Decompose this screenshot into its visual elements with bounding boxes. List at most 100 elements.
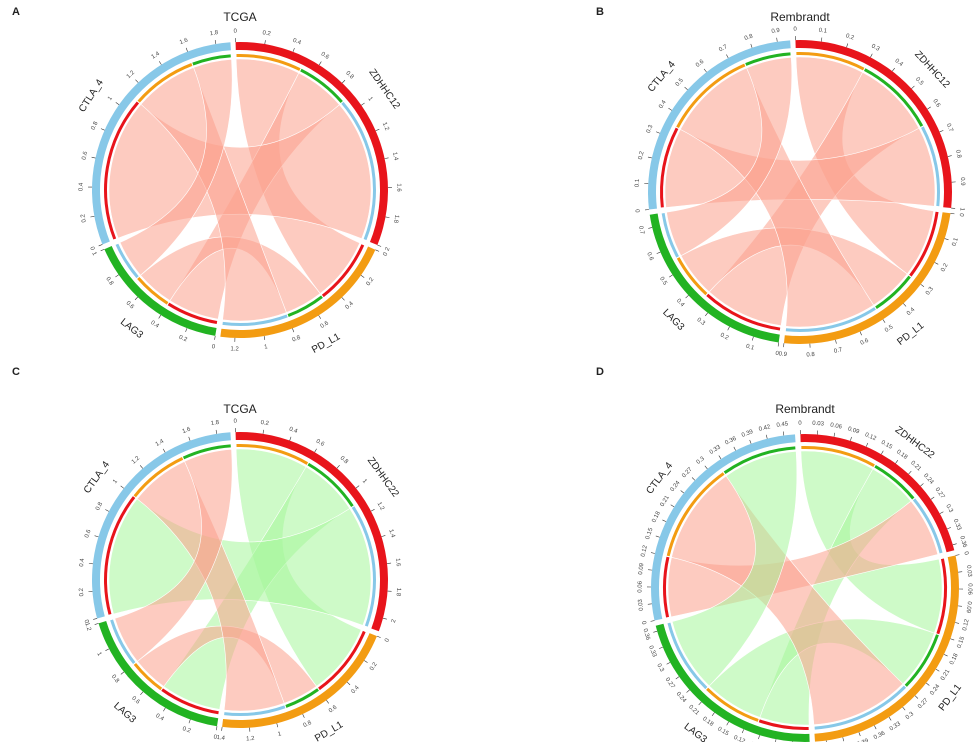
tick-label: 1.8	[210, 30, 220, 37]
ribbon	[664, 127, 936, 208]
tick-mark	[903, 303, 907, 307]
tick-label: 0.4	[675, 298, 686, 309]
tick-label: 0.8	[110, 674, 120, 685]
tick-mark	[185, 328, 188, 333]
tick-mark	[668, 107, 672, 111]
sector-label: PD_L1	[313, 719, 345, 742]
tick-label: 0.2	[262, 30, 272, 37]
tick-label: 1.4	[216, 735, 226, 742]
tick-label: 0.06	[638, 580, 644, 592]
tick-label: 0.33	[889, 721, 903, 733]
tick-mark	[158, 61, 162, 65]
sector-arc	[104, 246, 217, 336]
link-track	[706, 293, 781, 331]
sector-arc	[800, 434, 955, 553]
link-track	[661, 213, 679, 258]
tick-label: 1.8	[395, 587, 402, 596]
link-track	[351, 506, 377, 627]
tick-label: 0.21	[940, 668, 952, 682]
link-track	[307, 462, 354, 508]
tick-mark	[835, 339, 837, 344]
tick-mark	[94, 535, 99, 538]
link-track	[706, 687, 759, 722]
tick-mark	[882, 319, 886, 323]
tick-mark	[292, 47, 295, 52]
tick-mark	[842, 737, 845, 742]
tick-mark	[215, 429, 218, 434]
tick-label: 0.1	[745, 344, 755, 352]
tick-mark	[947, 155, 952, 157]
tick-mark	[647, 156, 652, 159]
link-track	[745, 52, 791, 66]
link-track	[287, 295, 323, 317]
tick-mark	[955, 622, 960, 624]
tick-label: 0.6	[125, 300, 136, 311]
tick-label: 0.2	[940, 262, 949, 273]
tick-mark	[381, 535, 386, 537]
tick-label: 0.33	[647, 645, 657, 659]
tick-label: 0.8	[303, 720, 314, 729]
tick-label: 0.8	[744, 33, 754, 42]
tick-mark	[751, 336, 754, 341]
tick-label: 1.8	[210, 420, 220, 427]
sector-label: PD_L1	[895, 320, 926, 348]
tick-label: 1.6	[394, 558, 401, 568]
tick-mark	[782, 431, 785, 436]
tick-mark	[658, 646, 663, 649]
tick-mark	[777, 342, 779, 347]
tick-mark	[870, 53, 873, 58]
tick-mark	[361, 102, 365, 106]
tick-label: 0.18	[701, 716, 715, 728]
tick-label: 0	[793, 27, 797, 33]
tick-label: 1.6	[395, 183, 401, 192]
tick-mark	[264, 40, 266, 45]
tick-mark	[342, 79, 346, 84]
tick-mark	[216, 726, 218, 731]
sector-label: CTLA_4	[77, 77, 106, 114]
tick-label: 0.4	[149, 320, 160, 330]
panel-letter: C	[12, 366, 20, 378]
tick-mark	[375, 128, 380, 132]
tick-mark	[318, 61, 322, 66]
tick-label: 1.2	[376, 501, 385, 512]
tick-mark	[927, 106, 931, 110]
sector-label: LAG3	[682, 721, 709, 742]
sector-arc	[783, 212, 951, 344]
tick-label: 0.2	[178, 335, 189, 344]
tick-mark	[382, 617, 387, 620]
tick-label: 0.15	[716, 726, 730, 737]
tick-label: 1.4	[391, 152, 399, 162]
tick-mark	[120, 671, 125, 675]
tick-label: 0.09	[965, 601, 972, 614]
tick-label: 0.24	[675, 691, 688, 704]
tick-label: 0	[213, 734, 218, 741]
tick-label: 0.15	[880, 440, 894, 451]
sector-arc	[655, 623, 810, 742]
tick-mark	[214, 335, 216, 340]
tick-mark	[943, 654, 948, 657]
link-track	[723, 446, 796, 475]
tick-label: 0.4	[658, 99, 668, 110]
tick-mark	[686, 689, 690, 693]
tick-mark	[705, 312, 708, 317]
tick-mark	[90, 216, 95, 218]
tick-label: 0.36	[958, 535, 967, 549]
sector-arc	[222, 633, 377, 728]
tick-label: 0.7	[637, 225, 645, 235]
tick-mark	[653, 630, 658, 633]
panel-letter: B	[596, 6, 604, 18]
tick-mark	[262, 429, 264, 434]
tick-label: 1	[958, 207, 964, 212]
tick-mark	[704, 465, 708, 470]
tick-label: 0.27	[664, 677, 676, 691]
tick-mark	[100, 248, 105, 252]
tick-label: 0.4	[154, 713, 165, 723]
sector-label: ZDHHC12	[366, 67, 402, 111]
tick-label: 1.2	[126, 70, 137, 81]
tick-label: 0.3	[870, 43, 881, 52]
tick-mark	[895, 459, 899, 464]
tick-label: 0.2	[638, 150, 646, 160]
tick-label: 1.2	[230, 346, 239, 352]
ribbon	[679, 67, 875, 328]
tick-mark	[955, 554, 960, 556]
